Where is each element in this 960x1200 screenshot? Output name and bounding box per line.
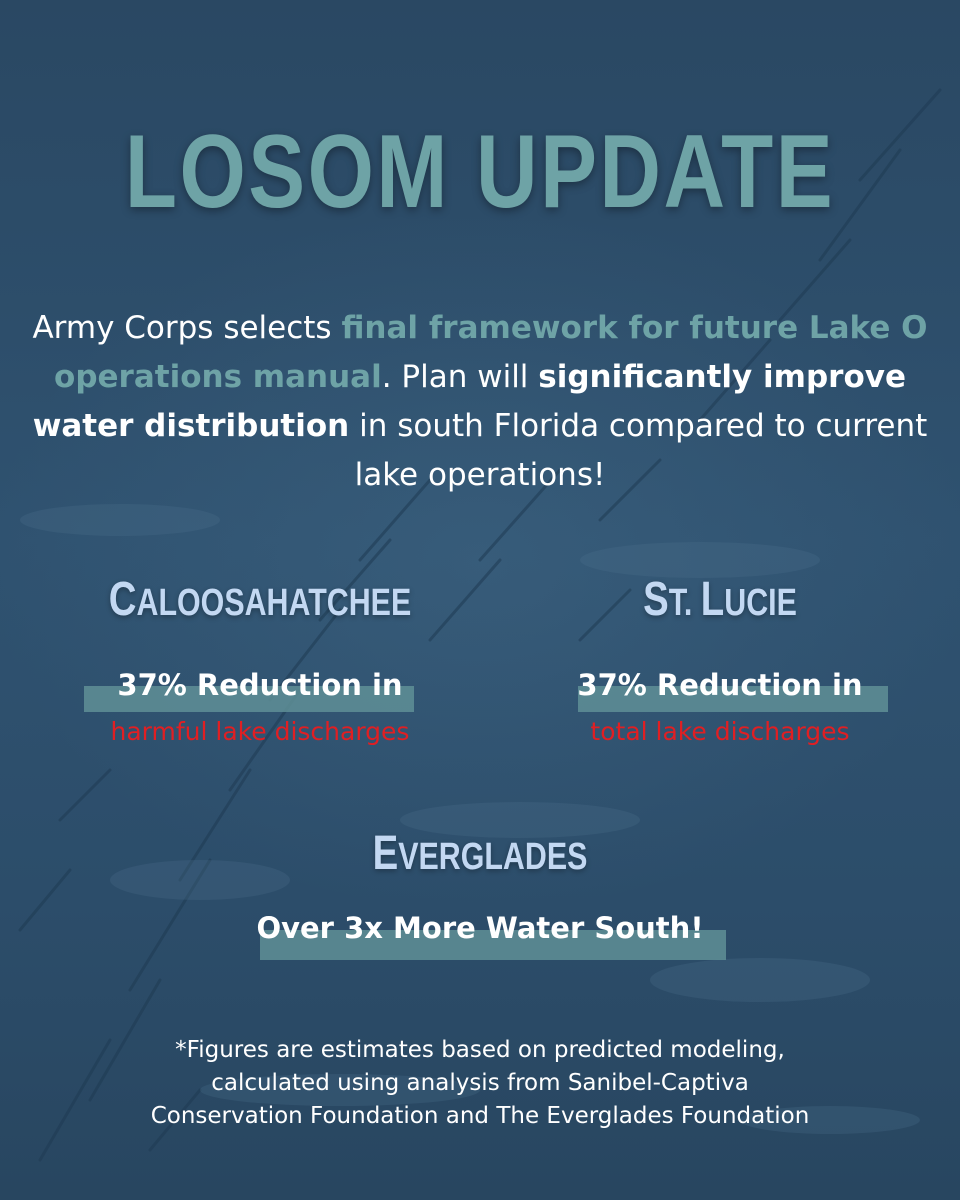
region-rest-everglades: VERGLADES [398, 836, 588, 878]
page-title: LOSOM UPDATE [124, 114, 836, 230]
highlight-bar-caloosahatchee [84, 686, 414, 712]
region-title-caloosahatchee: CALOOSAHATCHEE [84, 570, 436, 638]
region-initial2-st-lucie: L [700, 573, 725, 626]
highlight-bar-everglades [260, 930, 726, 960]
intro-highlight-framework: final framework for future Lake O operat… [54, 310, 928, 395]
intro-highlight-improve: significantly improve water distribution [32, 359, 906, 444]
region-title-everglades: EVERGLADES [304, 824, 656, 892]
intro-text-2: . Plan will [381, 359, 539, 395]
stat-caloosahatchee-reduction: 37% Reduction in [117, 668, 403, 702]
intro-text-3: in south Florida compared to current lak… [349, 408, 928, 493]
region-rest-st-lucie: T. [668, 582, 701, 624]
region-initial-caloosahatchee: C [108, 573, 137, 626]
stat-caloosahatchee-discharges: harmful lake discharges [110, 717, 410, 746]
stat-everglades-water: Over 3x More Water South! [256, 911, 704, 945]
region-initial-st-lucie: S [643, 573, 669, 626]
stat-st-lucie-reduction: 37% Reduction in [577, 668, 863, 702]
intro-paragraph: Army Corps selects final framework for f… [30, 304, 930, 500]
stat-st-lucie-discharges: total lake discharges [590, 717, 850, 746]
highlight-bar-st-lucie [578, 686, 888, 712]
region-initial-everglades: E [372, 827, 399, 880]
region-title-st-lucie: ST. LUCIE [544, 570, 896, 638]
footnote-line-3: Conservation Foundation and The Everglad… [150, 1103, 810, 1129]
region-rest-caloosahatchee: ALOOSAHATCHEE [136, 582, 412, 624]
footnote-line-2: calculated using analysis from Sanibel-C… [211, 1070, 749, 1096]
intro-text-1: Army Corps selects [32, 310, 342, 346]
footnote: *Figures are estimates based on predicte… [40, 1034, 920, 1133]
region-rest2-st-lucie: UCIE [724, 582, 797, 624]
footnote-line-1: *Figures are estimates based on predicte… [175, 1037, 785, 1063]
